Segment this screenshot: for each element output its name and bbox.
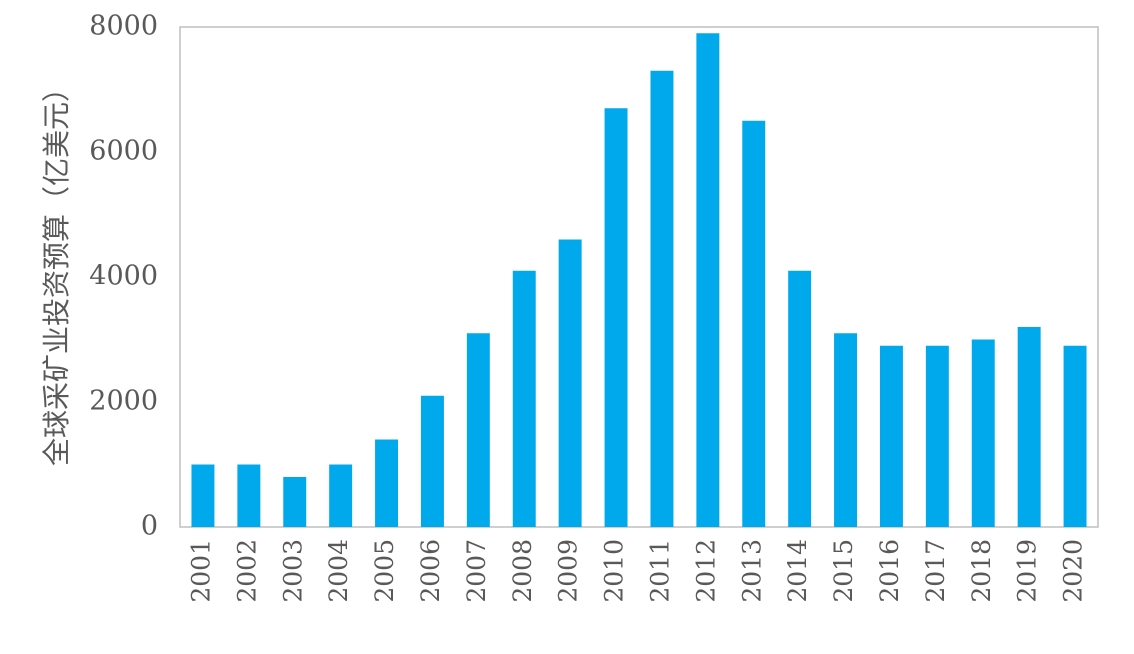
- x-tick-label-2020: 2020: [1059, 539, 1088, 603]
- x-tick-label-2005: 2005: [370, 539, 399, 603]
- x-tick-label-2019: 2019: [1013, 539, 1042, 603]
- bar-2019: [1017, 327, 1041, 527]
- x-tick-label-2008: 2008: [508, 539, 537, 603]
- bar-2007: [466, 333, 490, 527]
- y-tick-label-2000: 2000: [89, 386, 158, 417]
- y-tick-label-8000: 8000: [89, 11, 158, 42]
- x-tick-label-2003: 2003: [278, 539, 307, 603]
- bar-2008: [512, 270, 536, 527]
- y-axis-title: 全球采矿业投资预算（亿美元）: [40, 74, 73, 466]
- bar-2009: [558, 239, 582, 527]
- bar-2004: [329, 464, 353, 527]
- x-tick-label-2017: 2017: [921, 539, 950, 603]
- bar-2018: [971, 339, 995, 527]
- x-tick-label-2006: 2006: [416, 539, 445, 603]
- x-tick-label-2015: 2015: [829, 539, 858, 603]
- x-axis-ticks: 2001 2002 2003 2004 2005 2006 2007 2008 2009 2010…: [186, 539, 1087, 603]
- plot-area-frame: [179, 26, 1099, 528]
- y-tick-label-6000: 6000: [89, 136, 158, 167]
- bar-2016: [879, 345, 903, 527]
- bar-2015: [834, 333, 858, 527]
- y-tick-label-4000: 4000: [89, 261, 158, 292]
- bar-2014: [788, 270, 812, 527]
- bar-2001: [191, 464, 215, 527]
- y-axis-ticks: 0 2000 4000 6000 8000: [89, 11, 158, 542]
- bar-2006: [420, 395, 444, 527]
- bar-2017: [925, 345, 949, 527]
- x-tick-label-2010: 2010: [600, 539, 629, 603]
- x-tick-label-2004: 2004: [324, 539, 353, 603]
- bar-2010: [604, 108, 628, 527]
- bar-2011: [650, 70, 674, 527]
- x-tick-label-2001: 2001: [186, 539, 215, 603]
- x-tick-label-2018: 2018: [967, 539, 996, 603]
- bars-group: [191, 33, 1087, 527]
- x-tick-label-2009: 2009: [554, 539, 583, 603]
- x-tick-label-2016: 2016: [875, 539, 904, 603]
- bar-2002: [237, 464, 261, 527]
- x-tick-label-2007: 2007: [462, 539, 491, 603]
- bar-2020: [1063, 345, 1087, 527]
- x-tick-label-2011: 2011: [645, 539, 674, 603]
- bar-2003: [283, 477, 307, 527]
- bar-2013: [742, 120, 766, 527]
- x-tick-label-2002: 2002: [232, 539, 261, 603]
- x-tick-label-2012: 2012: [691, 539, 720, 603]
- bar-2005: [375, 439, 399, 527]
- x-tick-label-2013: 2013: [737, 539, 766, 603]
- x-tick-label-2014: 2014: [783, 539, 812, 603]
- y-tick-label-0: 0: [141, 511, 158, 542]
- bar-2012: [696, 33, 720, 527]
